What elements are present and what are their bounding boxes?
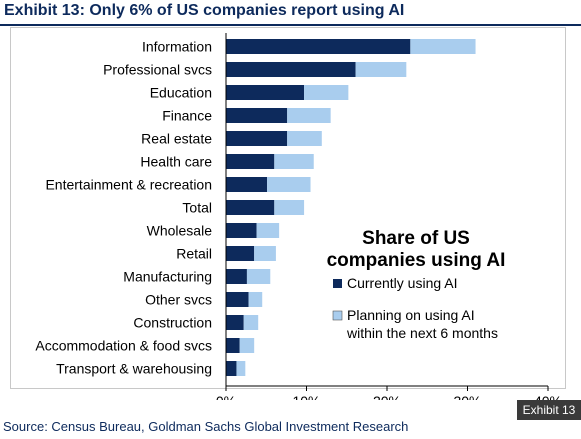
- bar-current-finance: [226, 108, 288, 123]
- category-label-other-svcs: Other svcs: [145, 292, 212, 308]
- legend-title-line-2: companies using AI: [327, 250, 506, 271]
- bar-current-construction: [226, 315, 244, 330]
- category-label-information: Information: [142, 39, 212, 55]
- category-label-finance: Finance: [162, 108, 212, 124]
- bar-planning-other-svcs: [248, 292, 263, 307]
- category-labels: Information Professional svcs Education Fin…: [35, 39, 212, 377]
- x-axis: 0% 10% 20% 30% 40%: [216, 33, 562, 400]
- bar-planning-education: [304, 85, 349, 100]
- bar-planning-wholesale: [256, 223, 280, 238]
- bar-current-wholesale: [226, 223, 257, 238]
- legend: Share of US companies using AI Currently…: [327, 228, 506, 341]
- bar-planning-retail: [254, 246, 276, 261]
- bar-current-entertainment-and-recreation: [226, 177, 268, 192]
- source-note: Source: Census Bureau, Goldman Sachs Glo…: [3, 419, 409, 434]
- bar-current-transport-and-warehousing: [226, 361, 237, 376]
- bar-planning-accommodation-and-food-svcs: [239, 338, 255, 353]
- bar-planning-entertainment-and-recreation: [267, 177, 311, 192]
- category-label-wholesale: Wholesale: [147, 223, 213, 239]
- bar-planning-finance: [287, 108, 331, 123]
- x-tick-label-0: 0%: [216, 393, 236, 400]
- bar-planning-real-estate: [287, 131, 322, 146]
- x-tick-label-4: 40%: [534, 393, 562, 400]
- bar-current-health-care: [226, 154, 275, 169]
- bar-planning-health-care: [274, 154, 314, 169]
- bar-planning-total: [274, 200, 305, 215]
- category-label-transport-and-warehousing: Transport & warehousing: [56, 361, 212, 377]
- category-label-professional-svcs: Professional svcs: [103, 62, 212, 78]
- x-tick-label-3: 30%: [453, 393, 481, 400]
- legend-label-current: Currently using AI: [347, 275, 458, 291]
- bars-group: [226, 39, 476, 376]
- ai-usage-chart: Information Professional svcs Education Fin…: [35, 33, 562, 400]
- legend-label-planning-line-1: Planning on using AI: [347, 307, 475, 323]
- legend-swatch-current: [333, 279, 342, 288]
- bar-current-real-estate: [226, 131, 288, 146]
- title-rule: [0, 24, 581, 26]
- bar-planning-construction: [243, 315, 259, 330]
- legend-label-planning-line-2: within the next 6 months: [346, 325, 498, 341]
- category-label-accommodation-and-food-svcs: Accommodation & food svcs: [35, 338, 212, 354]
- category-label-health-care: Health care: [140, 154, 212, 170]
- category-label-construction: Construction: [133, 315, 212, 331]
- bar-current-retail: [226, 246, 255, 261]
- legend-swatch-planning: [332, 310, 343, 321]
- bar-planning-manufacturing: [246, 269, 271, 284]
- bar-current-manufacturing: [226, 269, 247, 284]
- bar-current-education: [226, 85, 305, 100]
- category-label-manufacturing: Manufacturing: [123, 269, 212, 285]
- category-label-total: Total: [182, 200, 212, 216]
- bar-current-accommodation-and-food-svcs: [226, 338, 240, 353]
- category-label-education: Education: [150, 85, 212, 101]
- category-label-retail: Retail: [176, 246, 212, 262]
- exhibit-badge: Exhibit 13: [517, 400, 581, 420]
- category-label-real-estate: Real estate: [141, 131, 212, 147]
- exhibit-title: Exhibit 13: Only 6% of US companies repo…: [4, 2, 405, 19]
- legend-title-line-1: Share of US: [362, 228, 470, 249]
- x-tick-label-2: 20%: [373, 393, 401, 400]
- x-tick-label-1: 10%: [292, 393, 320, 400]
- bar-planning-professional-svcs: [355, 62, 407, 77]
- bar-planning-transport-and-warehousing: [236, 361, 246, 376]
- bar-current-professional-svcs: [226, 62, 356, 77]
- bar-current-other-svcs: [226, 292, 249, 307]
- bar-current-information: [226, 39, 411, 54]
- category-label-entertainment-and-recreation: Entertainment & recreation: [45, 177, 212, 193]
- bar-current-total: [226, 200, 275, 215]
- bar-planning-information: [410, 39, 476, 54]
